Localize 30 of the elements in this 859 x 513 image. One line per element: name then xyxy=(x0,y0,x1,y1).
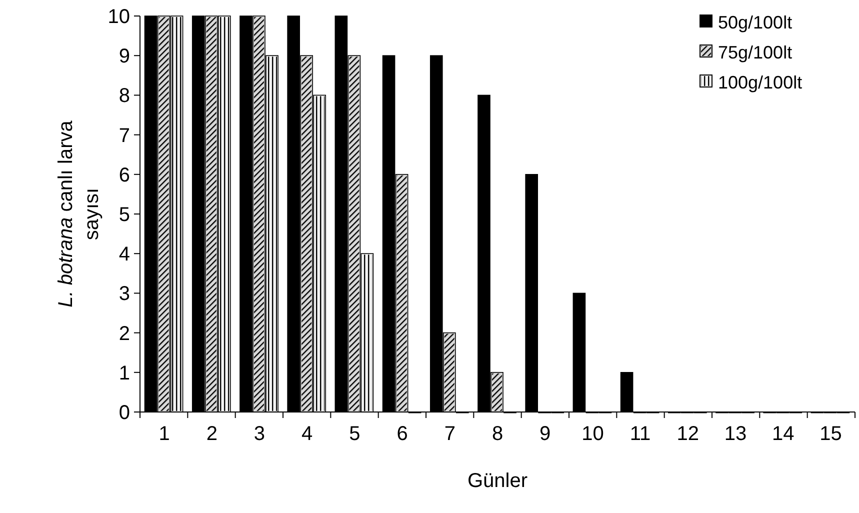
y-tick-label: 7 xyxy=(118,124,130,147)
x-tick-label: 13 xyxy=(724,423,747,445)
y-tick-label: 10 xyxy=(108,6,130,28)
y-tick-label: 0 xyxy=(118,402,130,424)
legend-label: 50g/100lt xyxy=(718,12,792,32)
y-tick-label: 6 xyxy=(118,164,130,186)
x-tick-label: 11 xyxy=(630,423,651,445)
x-tick-label: 12 xyxy=(676,423,700,445)
x-tick-label: 6 xyxy=(396,423,408,445)
x-tick-label: 15 xyxy=(820,423,842,445)
y-tick-label: 5 xyxy=(118,204,130,226)
x-tick-label: 14 xyxy=(772,423,794,445)
x-tick-label: 7 xyxy=(444,423,456,445)
x-tick-label: 4 xyxy=(302,423,313,445)
x-axis-title: Günler xyxy=(467,470,528,492)
x-tick-label: 5 xyxy=(349,423,360,445)
y-tick-label: 8 xyxy=(118,85,130,108)
y-tick-label: 2 xyxy=(118,322,130,345)
x-tick-label: 8 xyxy=(492,423,504,445)
x-tick-label: 1 xyxy=(158,423,170,445)
legend-label: 100g/100lt xyxy=(718,72,802,92)
y-tick-label: 9 xyxy=(118,46,130,68)
y-tick-label: 3 xyxy=(118,283,130,306)
legend-label: 75g/100lt xyxy=(718,42,792,62)
x-tick-label: 2 xyxy=(206,423,218,445)
x-tick-label: 9 xyxy=(540,423,551,445)
y-tick-label: 4 xyxy=(118,244,130,266)
x-tick-label: 10 xyxy=(582,423,604,445)
x-tick-label: 3 xyxy=(254,423,266,445)
y-tick-label: 1 xyxy=(118,362,130,384)
